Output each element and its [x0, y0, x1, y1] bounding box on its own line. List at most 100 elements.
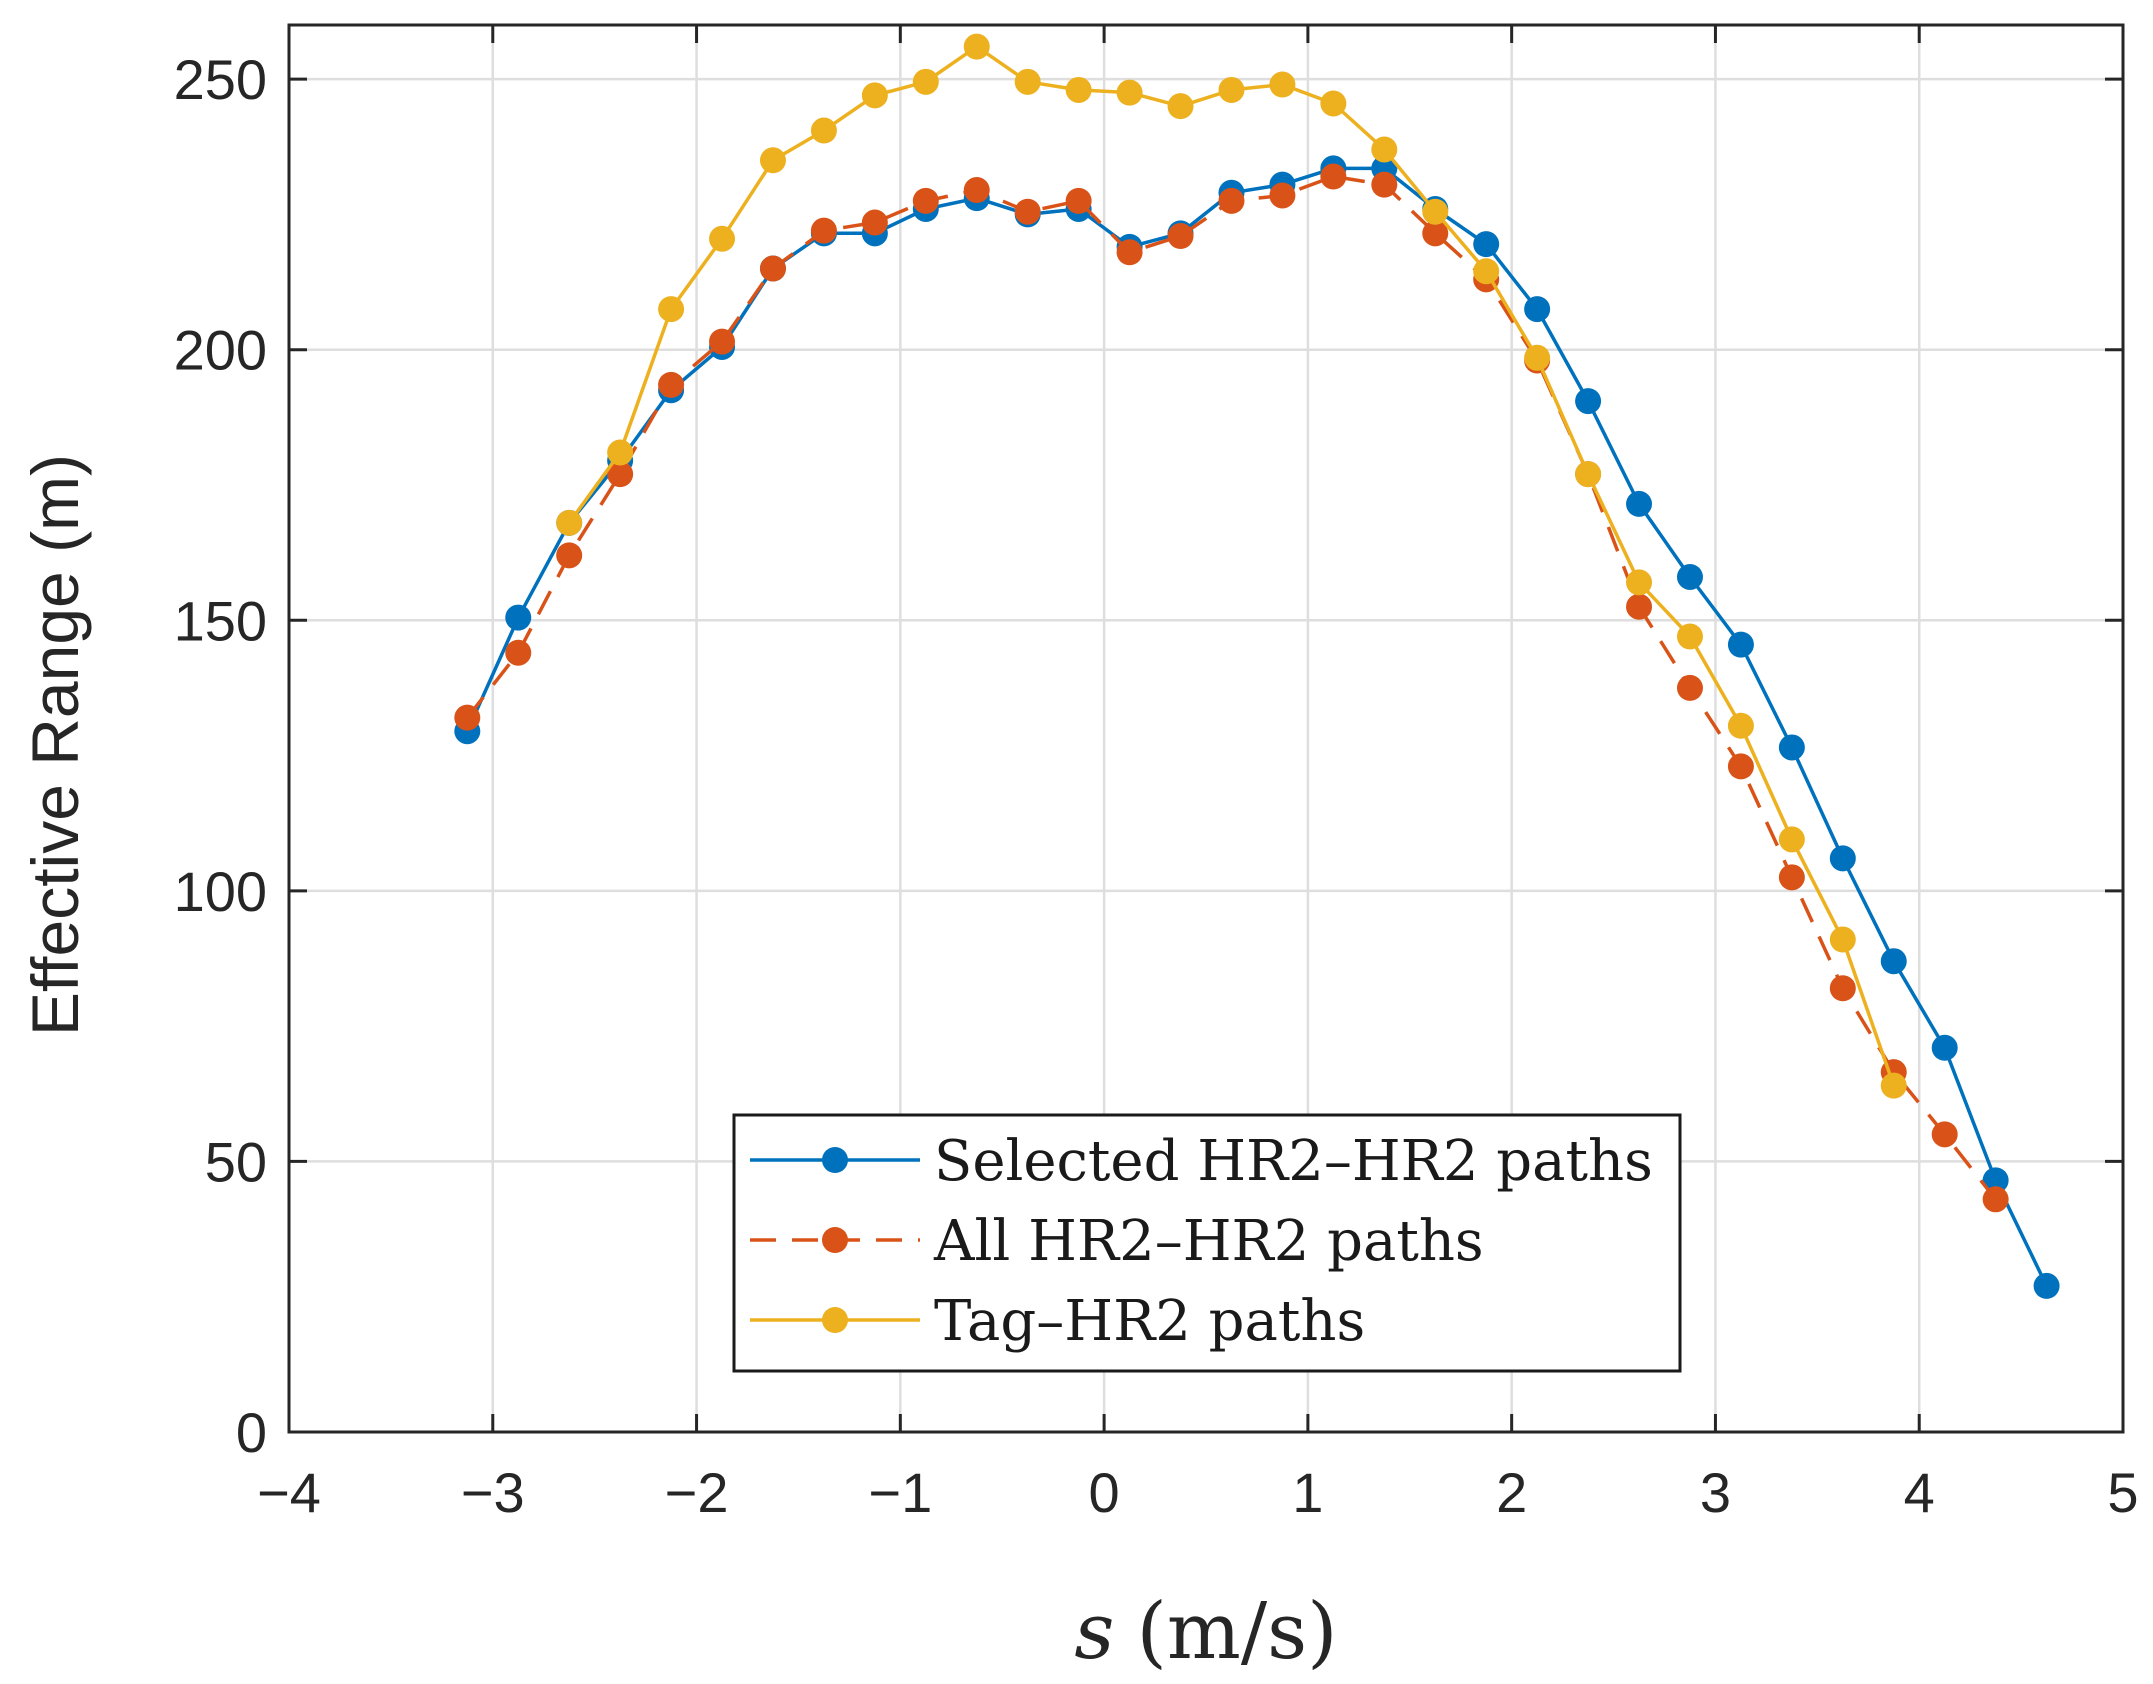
- y-tick-label: 200: [174, 319, 267, 382]
- legend-item-2: All HR2–HR2 paths: [750, 1209, 1484, 1274]
- legend-item-1: Selected HR2–HR2 paths: [750, 1129, 1653, 1194]
- data-point: [1626, 593, 1653, 620]
- data-point: [1676, 623, 1703, 650]
- y-tick-label: 150: [174, 589, 267, 652]
- y-axis-label: Effective Range (m): [18, 454, 92, 1036]
- legend-label: Selected HR2–HR2 paths: [934, 1129, 1653, 1194]
- data-point: [1422, 220, 1449, 247]
- legend: Selected HR2–HR2 paths All HR2–HR2 paths T…: [732, 1113, 1682, 1373]
- data-point: [1014, 68, 1041, 95]
- data-point: [709, 225, 736, 252]
- legend-marker: [822, 1227, 848, 1253]
- x-tick-label: −1: [868, 1461, 932, 1524]
- data-point: [912, 187, 939, 214]
- plot-area-frame: [287, 23, 2125, 1434]
- data-point: [1371, 171, 1398, 198]
- data-point: [505, 604, 532, 631]
- data-point: [658, 296, 685, 323]
- x-axis-unit: (m/s): [1136, 1587, 1337, 1677]
- x-tick-label: 2: [1496, 1461, 1527, 1524]
- data-point: [963, 177, 990, 204]
- data-point: [607, 439, 634, 466]
- data-point: [505, 639, 532, 666]
- x-axis-label: s (m/s): [1074, 1587, 1337, 1677]
- data-point: [1676, 674, 1703, 701]
- data-point: [1167, 93, 1194, 120]
- y-tick-label: 250: [174, 48, 267, 111]
- data-point: [1626, 569, 1653, 596]
- data-point: [1829, 845, 1856, 872]
- data-point: [1014, 198, 1041, 225]
- data-point: [1778, 826, 1805, 853]
- data-point: [1829, 975, 1856, 1002]
- data-point: [1626, 490, 1653, 517]
- data-point: [1727, 631, 1754, 658]
- data-point: [1778, 864, 1805, 891]
- x-tick-label: −2: [665, 1461, 729, 1524]
- data-point: [1778, 734, 1805, 761]
- data-point: [709, 328, 736, 355]
- data-point: [658, 371, 685, 398]
- data-point: [1727, 753, 1754, 780]
- x-tick-label: 4: [1904, 1461, 1935, 1524]
- data-point: [1931, 1034, 1958, 1061]
- data-point: [1218, 187, 1245, 214]
- x-axis-symbol: s: [1074, 1587, 1114, 1677]
- data-point: [1931, 1121, 1958, 1148]
- data-point: [1320, 90, 1347, 117]
- data-point: [1829, 926, 1856, 953]
- data-point: [1116, 79, 1143, 106]
- data-point: [1982, 1167, 2009, 1194]
- data-point: [607, 461, 634, 488]
- data-point: [1473, 258, 1500, 285]
- data-point: [912, 68, 939, 95]
- y-tick-label: 50: [205, 1130, 267, 1193]
- data-point: [1575, 461, 1602, 488]
- data-series: [454, 33, 2060, 1299]
- legend-marker: [822, 1147, 848, 1173]
- y-tick-label: 0: [236, 1401, 267, 1464]
- data-point: [454, 704, 481, 731]
- legend-label: All HR2–HR2 paths: [933, 1209, 1484, 1274]
- series-2: [454, 163, 2009, 1213]
- data-point: [1269, 71, 1296, 98]
- data-point: [1676, 563, 1703, 590]
- data-point: [1320, 163, 1347, 190]
- x-tick-label: 3: [1700, 1461, 1731, 1524]
- data-point: [556, 509, 583, 536]
- x-tick-label: 5: [2107, 1461, 2138, 1524]
- data-point: [1524, 344, 1551, 371]
- data-point: [1167, 223, 1194, 250]
- legend-label: Tag–HR2 paths: [934, 1289, 1365, 1354]
- data-point: [759, 255, 786, 282]
- data-point: [963, 33, 990, 60]
- data-point: [1269, 182, 1296, 209]
- x-tick-label: 1: [1292, 1461, 1323, 1524]
- series-3: [556, 33, 1907, 1099]
- data-point: [1422, 198, 1449, 225]
- data-point: [1371, 136, 1398, 163]
- y-tick-label: 100: [174, 860, 267, 923]
- data-point: [1575, 388, 1602, 415]
- x-tick-label: −3: [461, 1461, 525, 1524]
- data-point: [1218, 76, 1245, 103]
- data-point: [1880, 948, 1907, 975]
- data-point: [1524, 296, 1551, 323]
- x-tick-label: −4: [257, 1461, 321, 1524]
- data-point: [861, 82, 888, 109]
- data-point: [861, 209, 888, 236]
- data-point: [1065, 76, 1092, 103]
- data-point: [556, 542, 583, 569]
- data-point: [2033, 1272, 2060, 1299]
- legend-box: [732, 1113, 1682, 1373]
- legend-item-3: Tag–HR2 paths: [750, 1289, 1365, 1354]
- data-point: [810, 217, 837, 244]
- data-point: [759, 147, 786, 174]
- data-point: [1982, 1186, 2009, 1213]
- data-point: [1116, 239, 1143, 266]
- data-point: [1880, 1072, 1907, 1099]
- data-point: [1727, 712, 1754, 739]
- legend-marker: [822, 1307, 848, 1333]
